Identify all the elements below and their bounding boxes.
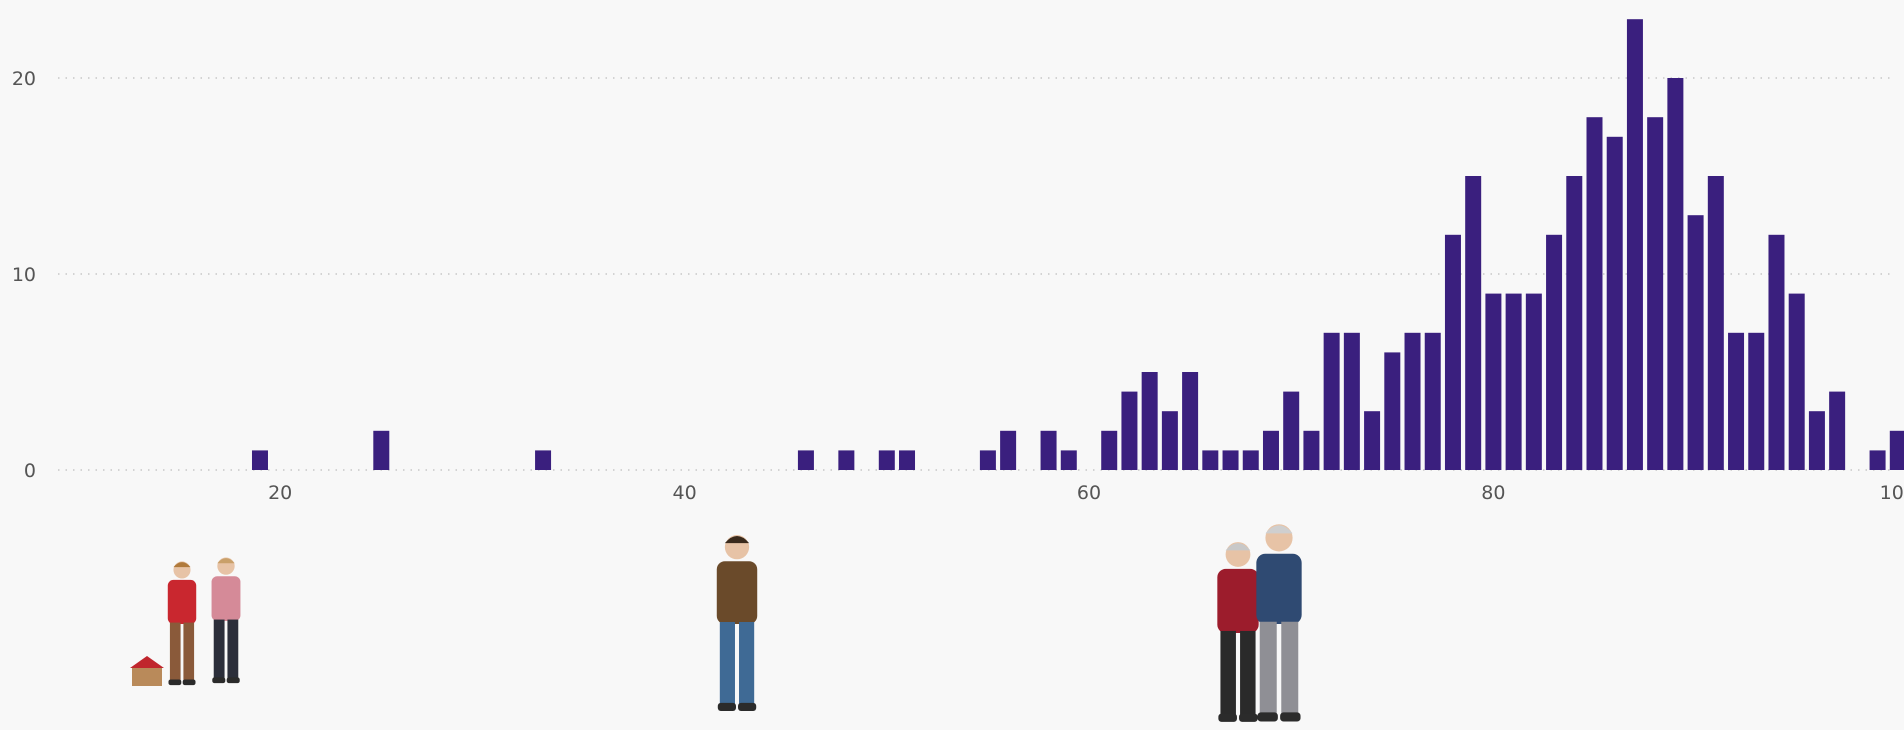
person-torso: [1217, 568, 1259, 633]
person-leg: [213, 619, 225, 679]
histogram-bar: [1262, 430, 1279, 470]
person-shoe: [1257, 712, 1278, 722]
histogram-bar: [1869, 450, 1886, 470]
person-leg: [1240, 630, 1256, 716]
person-hair: [724, 536, 750, 544]
histogram-bar: [1303, 430, 1320, 470]
histogram-bar: [251, 450, 268, 470]
histogram-bar: [878, 450, 895, 470]
histogram-bar: [1606, 136, 1623, 471]
histogram-bar: [1566, 176, 1583, 470]
senior-couple-figure: [1217, 524, 1302, 722]
histogram-bar: [1384, 352, 1401, 470]
person-shoe: [738, 702, 757, 711]
person-torso: [211, 576, 241, 621]
histogram-bar: [1323, 332, 1340, 470]
person-hair: [173, 562, 191, 568]
histogram-bar: [1586, 117, 1603, 470]
histogram-bar: [1343, 332, 1360, 470]
histogram-bar: [1829, 391, 1846, 470]
histogram-bar: [1707, 176, 1724, 470]
histogram-bar: [1748, 332, 1765, 470]
bar-layer: [251, 19, 1904, 471]
histogram-bar: [1101, 430, 1118, 470]
person-shoe: [717, 702, 736, 711]
histogram-bar: [1364, 411, 1381, 470]
histogram-bar: [1060, 450, 1077, 470]
person-torso: [167, 579, 197, 624]
person-leg: [1259, 621, 1277, 715]
histogram-bar: [373, 430, 390, 470]
histogram-bar: [1242, 450, 1259, 470]
person-leg: [169, 622, 181, 681]
toy-box: [132, 668, 162, 686]
person-leg: [719, 621, 735, 705]
histogram-bar: [1202, 450, 1219, 470]
figure-layer: [130, 524, 1302, 722]
person-shoe: [1218, 713, 1237, 722]
histogram-bar: [1161, 411, 1178, 470]
y-tick-label: 10: [12, 264, 36, 286]
histogram-bar: [1647, 117, 1664, 470]
person-torso: [1256, 553, 1302, 624]
person-leg: [227, 619, 239, 679]
histogram-bar: [1808, 411, 1825, 470]
histogram-bar: [1505, 293, 1522, 470]
person-shoe: [212, 677, 226, 684]
histogram-bar: [1000, 430, 1017, 470]
histogram-bar: [1283, 391, 1300, 470]
x-tick-label: 20: [268, 482, 292, 504]
histogram-bar: [1728, 332, 1745, 470]
x-tick-label: 60: [1077, 482, 1101, 504]
histogram-bar: [1141, 372, 1158, 470]
histogram-bar: [899, 450, 916, 470]
person-shoe: [1280, 712, 1301, 722]
histogram-bar: [1525, 293, 1542, 470]
histogram-bar: [838, 450, 855, 470]
histogram-bar: [1040, 430, 1057, 470]
histogram-bar: [1768, 234, 1785, 470]
person-shoe: [1239, 713, 1258, 722]
histogram-bar: [535, 450, 552, 470]
histogram-bar: [1788, 293, 1805, 470]
histogram-bar: [1404, 332, 1421, 470]
person-hair: [1225, 543, 1251, 551]
person-leg: [1220, 630, 1236, 716]
y-tick-label: 0: [24, 460, 36, 482]
histogram-bar: [1465, 176, 1482, 470]
histogram-bar: [1667, 78, 1684, 470]
x-tick-label: 100: [1880, 482, 1904, 504]
person-shoe: [168, 679, 182, 686]
person-leg: [739, 621, 755, 705]
histogram-bar: [1444, 234, 1461, 470]
histogram-bar: [1222, 450, 1239, 470]
histogram-bar: [1687, 215, 1704, 470]
histogram-bar: [979, 450, 996, 470]
person-leg: [183, 622, 195, 681]
histogram-bar: [1485, 293, 1502, 470]
y-tick-label: 20: [12, 68, 36, 90]
histogram-bar: [1626, 19, 1643, 470]
person-torso: [716, 561, 758, 624]
histogram-bar: [1121, 391, 1138, 470]
histogram-bar: [797, 450, 814, 470]
histogram-bar: [1424, 332, 1441, 470]
person-shoe: [226, 677, 240, 684]
person-hair: [217, 558, 235, 564]
children-figure: [130, 557, 241, 686]
toy-roof: [130, 656, 164, 668]
histogram-bar: [1546, 234, 1563, 470]
person-leg: [1281, 621, 1299, 715]
tick-layer: 0 10 20 20 40 60 80 100: [12, 68, 1904, 504]
x-tick-label: 80: [1481, 482, 1505, 504]
x-tick-label: 40: [673, 482, 697, 504]
histogram-bar: [1889, 430, 1904, 470]
histogram-bar: [1182, 372, 1199, 470]
adult-man-figure: [716, 535, 758, 711]
person-shoe: [182, 679, 196, 686]
person-hair: [1265, 525, 1293, 534]
